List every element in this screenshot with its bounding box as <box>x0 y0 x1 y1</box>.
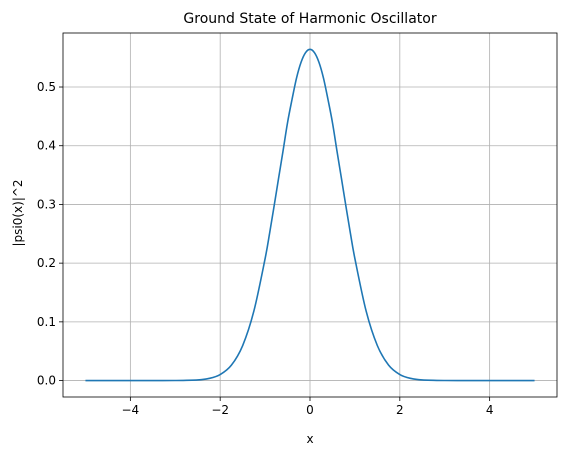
series-line <box>85 48 535 382</box>
series-layer <box>85 48 535 382</box>
y-tick-label: 0.0 <box>37 374 56 388</box>
chart-title: Ground State of Harmonic Oscillator <box>183 11 436 27</box>
y-tick-label: 0.5 <box>37 80 56 94</box>
y-tick-label: 0.2 <box>37 256 56 270</box>
y-tick-label: 0.4 <box>37 139 56 153</box>
y-tick-label: 0.1 <box>37 315 56 329</box>
y-axis-label: |psi0(x)|^2 <box>11 179 25 246</box>
x-tick-label: 0 <box>306 403 314 417</box>
x-tick-label: −2 <box>211 403 229 417</box>
y-tick-label: 0.3 <box>37 197 56 211</box>
x-tick-label: −4 <box>122 403 140 417</box>
x-tick-label: 2 <box>396 403 404 417</box>
x-axis-label: x <box>306 432 313 446</box>
ticks: −4 −2 0 2 4 0.0 0.1 0.2 0.3 0.4 0.5 <box>37 80 494 417</box>
x-tick-label: 4 <box>486 403 494 417</box>
